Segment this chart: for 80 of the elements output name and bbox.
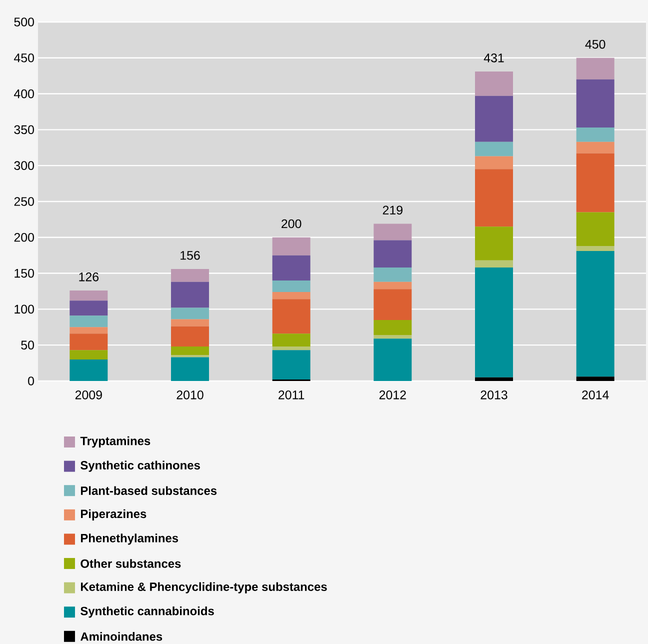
bar	[374, 338, 412, 381]
x-tick-label: 2012	[379, 390, 406, 400]
y-tick-label: 450	[14, 53, 34, 62]
y-tick-label: 200	[14, 232, 34, 242]
legend-label: Other substances	[80, 559, 181, 568]
bar	[272, 292, 310, 300]
y-tick-label: 50	[21, 340, 34, 350]
bar	[70, 334, 108, 350]
legend-label: Phenethylamines	[81, 534, 178, 545]
y-tick-label: 100	[14, 304, 34, 314]
y-tick-label: 150	[14, 268, 34, 278]
bar	[374, 268, 412, 282]
x-tick-label: 2010	[176, 390, 204, 400]
bar	[576, 376, 614, 381]
bar	[576, 128, 614, 142]
legend-label: Tryptamines	[80, 436, 150, 448]
legend-label: Aminoindanes	[80, 632, 162, 641]
bar	[374, 240, 412, 268]
legend-label: Piperazines	[81, 509, 146, 520]
bar	[272, 350, 310, 380]
bar	[272, 255, 310, 280]
bar	[171, 268, 210, 282]
total-label: 126	[79, 272, 99, 282]
total-label: 431	[484, 54, 504, 62]
y-tick-label: 350	[14, 125, 34, 134]
legend-label: Plant-based substances	[81, 486, 217, 495]
bar	[374, 335, 412, 339]
bar	[475, 226, 514, 260]
bar	[475, 96, 514, 142]
bar	[475, 142, 514, 156]
bar	[475, 260, 514, 268]
bar	[374, 320, 412, 336]
bar	[70, 316, 108, 328]
bar	[576, 142, 614, 154]
total-label: 450	[585, 40, 606, 49]
total-label: 219	[382, 206, 402, 215]
bar	[171, 357, 210, 381]
bar	[475, 377, 514, 381]
bar	[374, 289, 412, 320]
x-tick-label: 2011	[278, 390, 304, 400]
bar	[70, 290, 108, 301]
y-tick-label: 250	[14, 197, 34, 206]
bar	[475, 169, 514, 227]
bar	[576, 153, 614, 212]
bar	[475, 268, 514, 378]
bar	[475, 156, 514, 170]
bar	[272, 334, 310, 347]
legend-label: Ketamine & Phencyclidine-type substances	[81, 582, 327, 594]
bar	[272, 346, 310, 350]
bar	[70, 359, 108, 381]
legend-label: Synthetic cannabinoids	[80, 606, 214, 618]
y-tick-label: 500	[14, 18, 34, 26]
bar	[171, 326, 210, 347]
bar	[272, 237, 310, 256]
bar	[171, 308, 210, 320]
x-tick-label: 2009	[75, 390, 102, 400]
x-tick-label: 2013	[480, 390, 508, 400]
bar	[171, 346, 210, 356]
x-tick-label: 2014	[582, 390, 609, 400]
bar	[576, 212, 614, 246]
bar	[576, 79, 614, 128]
bar	[70, 300, 108, 316]
bar	[374, 224, 412, 240]
bar	[70, 327, 108, 334]
bar	[576, 251, 614, 377]
bar	[171, 282, 210, 308]
bar	[576, 246, 614, 252]
y-tick-label: 300	[14, 161, 34, 170]
bar	[475, 72, 514, 96]
y-tick-label: 0	[28, 376, 34, 386]
legend-label: Synthetic cathinones	[80, 460, 200, 472]
bar	[70, 350, 108, 360]
bar	[576, 58, 614, 80]
total-label: 156	[180, 250, 200, 260]
bar	[374, 282, 412, 290]
bar	[171, 319, 210, 326]
y-tick-label: 400	[14, 89, 34, 98]
bar	[272, 280, 310, 292]
total-label: 200	[282, 219, 302, 228]
bar	[272, 299, 310, 334]
